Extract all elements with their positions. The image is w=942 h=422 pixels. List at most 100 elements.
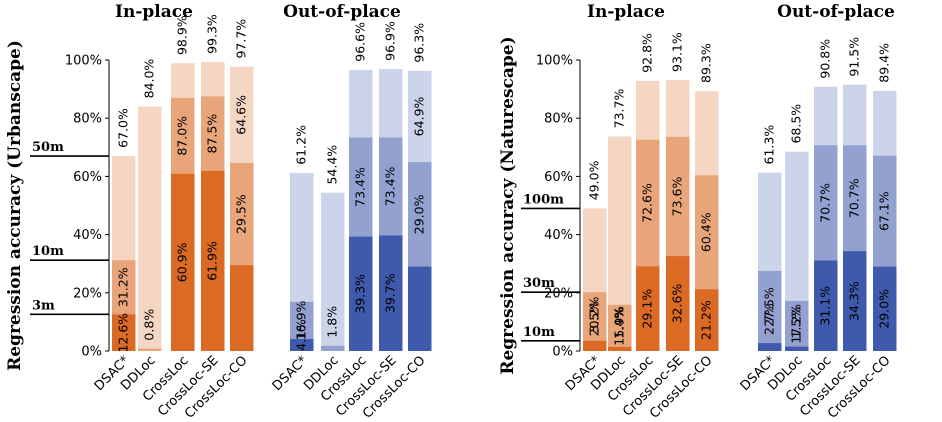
- data-label: 4.1%: [294, 319, 309, 351]
- data-label: 70.7%: [818, 183, 833, 223]
- bar-segment: [138, 348, 162, 351]
- data-label: 68.5%: [789, 104, 804, 144]
- bar-segment: [321, 345, 345, 351]
- data-label: 1.8%: [325, 306, 340, 338]
- threshold-label: 3m: [32, 298, 55, 313]
- data-label: 29.0%: [412, 194, 427, 234]
- bar-segment: [785, 346, 809, 351]
- data-label: 64.9%: [412, 96, 427, 136]
- y-tick-label: 80%: [544, 112, 573, 127]
- bar-segment: [171, 173, 195, 351]
- data-label: 73.4%: [353, 167, 368, 207]
- data-label: 49.0%: [587, 160, 602, 200]
- data-label: 21.2%: [699, 300, 714, 340]
- bar-segment: [814, 260, 838, 351]
- bar-segment: [758, 270, 782, 351]
- data-label: 89.4%: [877, 43, 892, 83]
- bar-segment: [201, 170, 225, 351]
- data-label: 39.3%: [353, 274, 368, 314]
- y-tick-label: 60%: [73, 170, 102, 185]
- bar-segment: [608, 346, 632, 351]
- data-label: 60.4%: [699, 212, 714, 252]
- data-label: 61.9%: [205, 241, 220, 281]
- group-title: Out-of-place: [283, 2, 401, 22]
- threshold-label: 30m: [523, 276, 555, 291]
- data-label: 70.7%: [847, 178, 862, 218]
- y-tick-label: 60%: [544, 170, 573, 185]
- bar-segment: [408, 266, 432, 351]
- data-label: 73.6%: [670, 177, 685, 217]
- data-label: 60.9%: [175, 242, 190, 282]
- bar-segment: [112, 314, 136, 351]
- data-label: 89.3%: [699, 43, 714, 83]
- data-label: 1.5%: [789, 307, 804, 339]
- bar-segment: [785, 300, 809, 351]
- bar-segment: [608, 304, 632, 351]
- data-label: 96.9%: [383, 21, 398, 61]
- data-label: 90.8%: [818, 39, 833, 79]
- data-label: 31.1%: [818, 286, 833, 326]
- data-label: 93.1%: [670, 32, 685, 72]
- y-tick-label: 40%: [73, 228, 102, 243]
- data-label: 96.3%: [412, 23, 427, 63]
- bar-segment: [290, 339, 314, 351]
- bar-segment: [230, 265, 254, 351]
- data-label: 20.2%: [587, 297, 602, 337]
- data-label: 29.1%: [640, 289, 655, 329]
- y-tick-label: 20%: [73, 286, 102, 301]
- data-label: 73.4%: [383, 166, 398, 206]
- data-label: 15.9%: [612, 306, 627, 346]
- bar-segment: [843, 251, 867, 351]
- data-label: 54.4%: [325, 145, 340, 185]
- data-label: 29.5%: [234, 194, 249, 234]
- data-label: 0.8%: [142, 309, 157, 341]
- data-label: 27.5%: [762, 287, 777, 327]
- bar-segment: [695, 289, 719, 351]
- y-tick-label: 100%: [65, 54, 102, 69]
- y-axis-label: Regression accuracy (Naturescape): [498, 36, 518, 374]
- data-label: 91.5%: [847, 37, 862, 77]
- threshold-label: 100m: [523, 192, 564, 207]
- bar-segment: [758, 343, 782, 351]
- bar-segment: [873, 266, 897, 351]
- bar-segment: [321, 192, 345, 351]
- data-label: 67.0%: [116, 108, 131, 148]
- bar-segment: [608, 136, 632, 351]
- bar-segment: [138, 106, 162, 351]
- group-title: In-place: [115, 2, 193, 22]
- data-label: 29.0%: [877, 289, 892, 329]
- group-title: Out-of-place: [777, 2, 895, 22]
- threshold-label: 50m: [32, 140, 64, 155]
- bar-segment: [636, 266, 660, 351]
- data-label: 98.9%: [175, 15, 190, 55]
- data-label: 32.6%: [670, 284, 685, 324]
- bar-segment: [666, 256, 690, 351]
- data-label: 96.6%: [353, 22, 368, 62]
- data-label: 61.3%: [762, 125, 777, 165]
- data-label: 72.6%: [640, 183, 655, 223]
- data-label: 31.2%: [116, 267, 131, 307]
- y-tick-label: 40%: [544, 228, 573, 243]
- y-tick-label: 100%: [536, 54, 573, 69]
- data-label: 87.0%: [175, 116, 190, 156]
- data-label: 84.0%: [142, 59, 157, 99]
- data-label: 12.6%: [116, 313, 131, 353]
- data-label: 99.3%: [205, 14, 220, 54]
- bar-segment: [379, 235, 403, 351]
- y-tick-label: 0%: [552, 345, 573, 360]
- y-tick-label: 0%: [81, 345, 102, 360]
- data-label: 3.5%: [587, 301, 602, 333]
- threshold-label: 10m: [523, 325, 555, 340]
- data-label: 73.7%: [612, 89, 627, 129]
- threshold-label: 10m: [32, 244, 64, 259]
- data-label: 67.1%: [877, 191, 892, 231]
- data-label: 2.7%: [762, 303, 777, 335]
- bar-segment: [583, 340, 607, 351]
- data-label: 17.2%: [789, 304, 804, 344]
- y-tick-label: 20%: [544, 286, 573, 301]
- data-label: 97.7%: [234, 19, 249, 59]
- data-label: 64.6%: [234, 95, 249, 135]
- data-label: 16.9%: [294, 300, 309, 340]
- data-label: 87.5%: [205, 114, 220, 154]
